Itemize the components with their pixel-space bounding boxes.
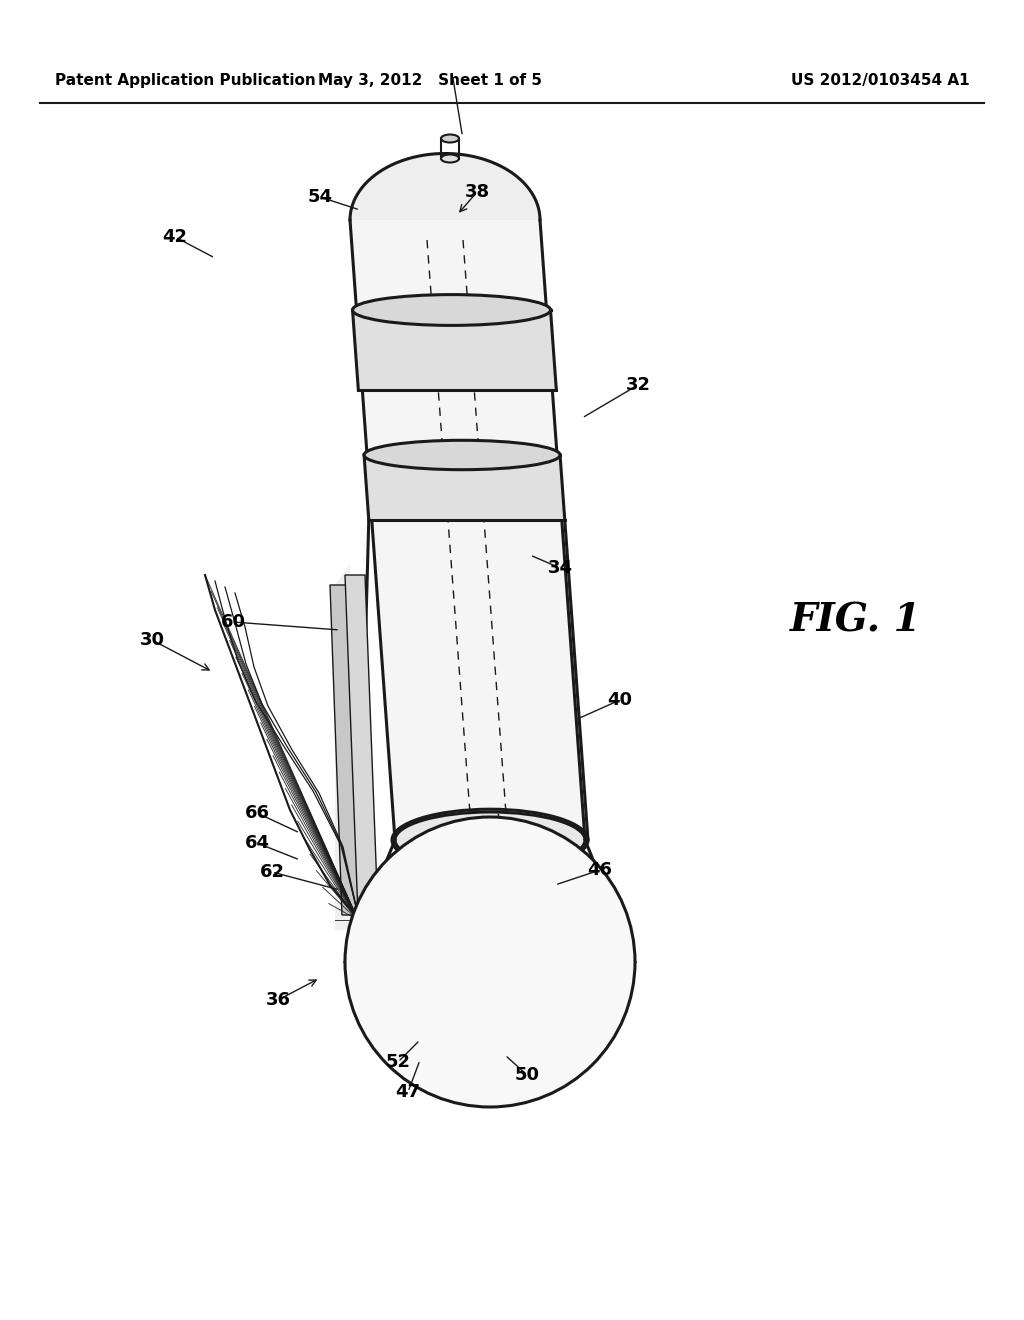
Text: 60: 60 xyxy=(220,612,246,631)
Ellipse shape xyxy=(418,890,562,1035)
Text: 42: 42 xyxy=(163,228,187,246)
Ellipse shape xyxy=(370,841,611,1082)
Polygon shape xyxy=(352,310,556,389)
Ellipse shape xyxy=(422,900,436,921)
Polygon shape xyxy=(335,565,360,931)
Ellipse shape xyxy=(408,925,422,945)
Ellipse shape xyxy=(395,812,585,869)
Ellipse shape xyxy=(482,954,498,970)
Text: 36: 36 xyxy=(265,991,291,1008)
Polygon shape xyxy=(365,455,565,520)
Ellipse shape xyxy=(410,882,570,1043)
Polygon shape xyxy=(350,153,540,220)
Ellipse shape xyxy=(401,874,579,1051)
Ellipse shape xyxy=(497,874,511,894)
Ellipse shape xyxy=(466,937,514,986)
Ellipse shape xyxy=(450,921,530,1002)
Polygon shape xyxy=(330,585,360,915)
Ellipse shape xyxy=(426,898,554,1027)
Ellipse shape xyxy=(443,883,457,903)
Ellipse shape xyxy=(385,857,595,1067)
Text: 38: 38 xyxy=(465,183,489,201)
Ellipse shape xyxy=(353,825,627,1100)
Ellipse shape xyxy=(441,135,459,143)
Text: FIG. 1: FIG. 1 xyxy=(790,601,922,639)
Ellipse shape xyxy=(441,913,539,1010)
Ellipse shape xyxy=(558,925,572,945)
Ellipse shape xyxy=(489,954,524,990)
Ellipse shape xyxy=(352,294,551,326)
Ellipse shape xyxy=(523,883,537,903)
Ellipse shape xyxy=(393,866,587,1059)
Text: 52: 52 xyxy=(385,1053,411,1071)
Text: 54: 54 xyxy=(307,187,333,206)
Text: 62: 62 xyxy=(259,863,285,880)
Text: 66: 66 xyxy=(245,804,269,822)
Polygon shape xyxy=(350,220,585,840)
Text: 30: 30 xyxy=(139,631,165,649)
Ellipse shape xyxy=(474,946,506,978)
Ellipse shape xyxy=(361,833,618,1090)
Text: 64: 64 xyxy=(245,834,269,851)
Polygon shape xyxy=(345,576,378,915)
Text: 32: 32 xyxy=(626,376,650,393)
Ellipse shape xyxy=(544,900,558,921)
Ellipse shape xyxy=(441,154,459,162)
Text: 34: 34 xyxy=(548,558,572,577)
Text: Patent Application Publication: Patent Application Publication xyxy=(55,73,315,87)
Ellipse shape xyxy=(345,817,635,1107)
Ellipse shape xyxy=(433,906,547,1019)
Text: 40: 40 xyxy=(607,690,633,709)
Text: 46: 46 xyxy=(588,861,612,879)
Text: May 3, 2012   Sheet 1 of 5: May 3, 2012 Sheet 1 of 5 xyxy=(318,73,542,87)
Ellipse shape xyxy=(458,929,522,994)
Text: 50: 50 xyxy=(514,1067,540,1084)
Ellipse shape xyxy=(377,849,603,1074)
Text: US 2012/0103454 A1: US 2012/0103454 A1 xyxy=(792,73,970,87)
Ellipse shape xyxy=(365,441,560,470)
Text: 47: 47 xyxy=(395,1082,421,1101)
Ellipse shape xyxy=(469,874,483,894)
